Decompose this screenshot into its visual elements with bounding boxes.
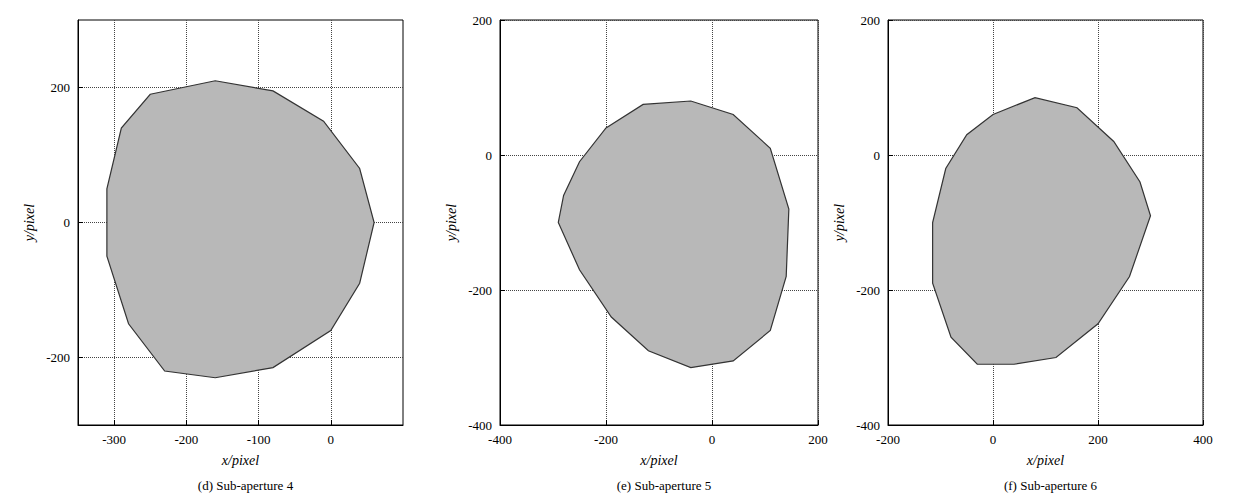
svg-text:-400: -400	[488, 432, 512, 447]
svg-text:y/pixel: y/pixel	[832, 204, 847, 243]
svg-text:400: 400	[1193, 432, 1213, 447]
svg-text:(d) Sub-aperture 4: (d) Sub-aperture 4	[198, 478, 294, 493]
svg-text:0: 0	[328, 432, 335, 447]
svg-text:-400: -400	[468, 418, 492, 433]
svg-text:-200: -200	[468, 283, 492, 298]
svg-text:200: 200	[1088, 432, 1108, 447]
svg-text:0: 0	[64, 215, 71, 230]
svg-text:-100: -100	[247, 432, 271, 447]
svg-text:200: 200	[808, 432, 828, 447]
svg-text:0: 0	[709, 432, 716, 447]
svg-text:0: 0	[990, 432, 997, 447]
svg-text:y/pixel: y/pixel	[22, 204, 37, 243]
svg-text:200: 200	[473, 13, 493, 28]
svg-text:-200: -200	[46, 350, 70, 365]
svg-text:-200: -200	[876, 432, 900, 447]
svg-text:x/pixel: x/pixel	[1026, 453, 1064, 468]
svg-text:200: 200	[51, 80, 71, 95]
svg-text:0: 0	[486, 148, 493, 163]
svg-text:200: 200	[861, 13, 881, 28]
svg-text:x/pixel: x/pixel	[221, 453, 259, 468]
svg-text:-300: -300	[102, 432, 126, 447]
svg-text:(f) Sub-aperture 6: (f) Sub-aperture 6	[1004, 478, 1098, 493]
svg-text:x/pixel: x/pixel	[639, 453, 677, 468]
svg-text:-200: -200	[856, 283, 880, 298]
svg-text:y/pixel: y/pixel	[444, 204, 459, 243]
svg-text:(e) Sub-aperture 5: (e) Sub-aperture 5	[617, 478, 712, 493]
svg-text:-200: -200	[594, 432, 618, 447]
svg-text:0: 0	[874, 148, 881, 163]
svg-text:-400: -400	[856, 418, 880, 433]
svg-text:-200: -200	[174, 432, 198, 447]
